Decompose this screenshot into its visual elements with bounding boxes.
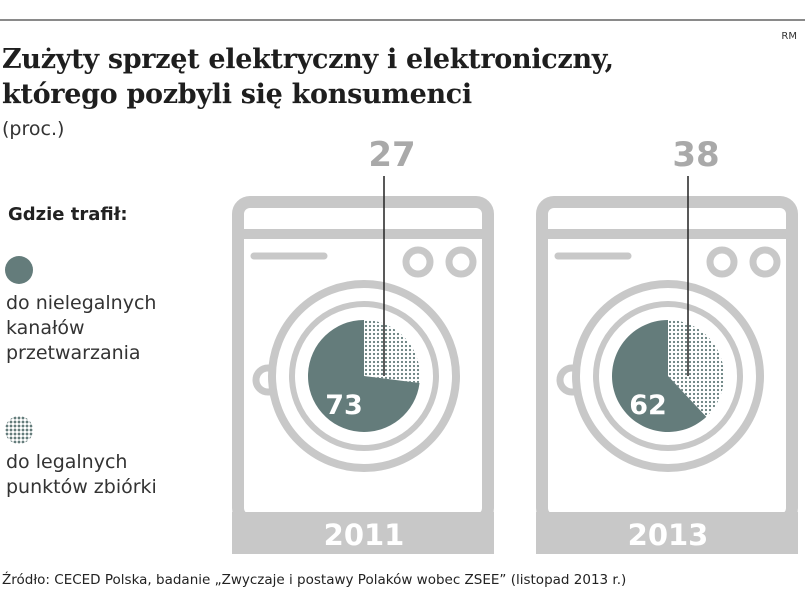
year-label: 2013 [628, 518, 709, 552]
legend-swatch-legal [5, 416, 33, 444]
data-label-illegal: 73 [325, 390, 363, 421]
data-label-illegal: 62 [629, 390, 667, 421]
legend-label-legal: do legalnych punktów zbiórki [6, 451, 157, 498]
legend-title: Gdzie trafił: [8, 204, 128, 225]
pie-slice-illegal [612, 320, 707, 432]
legend-label-illegal: do nielegalnych kanałów przetwarzania [6, 292, 157, 364]
chart-title-line-1: Zużyty sprzęt elektryczny i elektroniczn… [2, 44, 614, 75]
source-note: Źródło: CECED Polska, badanie „Zwyczaje … [2, 572, 627, 588]
data-label-legal: 27 [368, 135, 415, 175]
machine-knob [749, 246, 781, 278]
machine-door-inner-ring [593, 301, 743, 451]
machine-knob [706, 246, 738, 278]
machine-door-inner-ring [289, 301, 439, 451]
machine-base [536, 512, 798, 554]
pie-slice-legal [364, 320, 420, 384]
legend-swatch-illegal [5, 256, 33, 284]
washing-machine-2013: 38 62 2013 [536, 135, 798, 554]
machine-knob [402, 246, 434, 278]
unit-label: (proc.) [2, 118, 65, 140]
top-rule [0, 19, 805, 21]
pie-slice-legal [668, 320, 724, 417]
pie-slice-illegal [308, 320, 420, 433]
year-label: 2011 [324, 518, 405, 552]
chart-title: Zużyty sprzęt elektryczny i elektroniczn… [2, 42, 762, 112]
machine-knob [445, 246, 477, 278]
author-credit: RM [781, 31, 797, 42]
washing-machine-2011: 27 73 2011 [232, 135, 494, 554]
chart-title-line-2: którego pozbyli się konsumenci [2, 79, 472, 110]
machine-base [232, 512, 494, 554]
data-label-legal: 38 [672, 135, 719, 175]
